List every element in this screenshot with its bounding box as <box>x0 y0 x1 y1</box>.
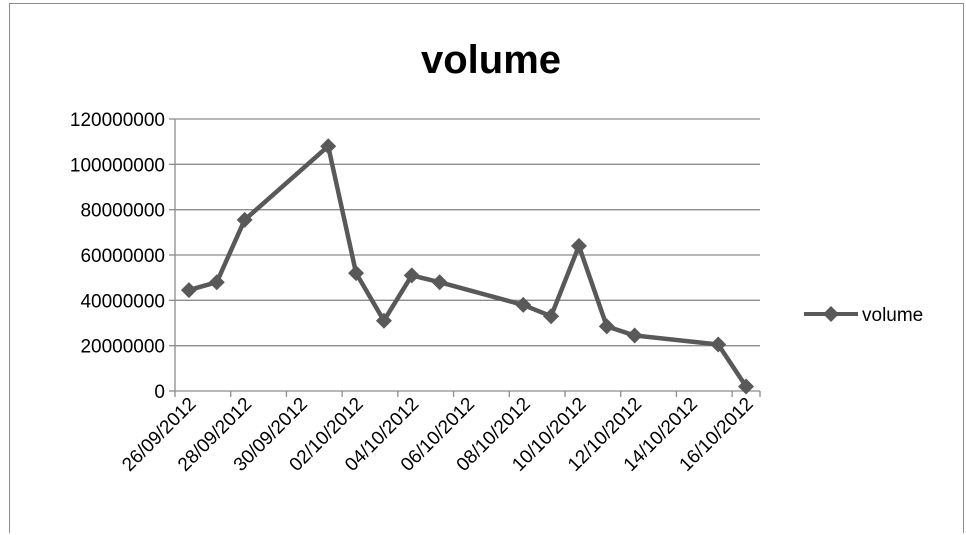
y-tick-labels: 0 20000000 40000000 60000000 80000000 1000000… <box>70 110 165 403</box>
data-point <box>738 378 755 395</box>
data-point <box>236 211 253 228</box>
data-point <box>598 318 615 335</box>
y-tick-label: 20000000 <box>80 337 165 358</box>
y-tick-label: 120000000 <box>70 110 165 131</box>
y-tick-label: 60000000 <box>80 246 165 267</box>
chart-title: volume <box>421 38 561 82</box>
grid-lines <box>169 118 760 392</box>
legend-marker-diamond <box>823 306 839 322</box>
data-point <box>626 327 643 344</box>
data-point <box>208 274 225 291</box>
data-point <box>180 282 197 299</box>
data-point <box>320 138 337 155</box>
series-line-volume <box>188 143 748 388</box>
data-point <box>570 237 587 254</box>
data-point <box>348 265 365 282</box>
legend-label: volume <box>862 305 923 326</box>
data-point <box>710 336 727 353</box>
data-point <box>543 308 560 325</box>
legend: volume <box>804 305 923 326</box>
y-tick-label: 100000000 <box>70 155 165 176</box>
y-tick-label: 40000000 <box>80 291 165 312</box>
axes <box>174 119 761 397</box>
chart-frame <box>9 3 964 533</box>
data-point <box>515 296 532 313</box>
y-tick-label: 0 <box>154 382 165 403</box>
data-point <box>431 274 448 291</box>
data-point <box>403 267 420 284</box>
data-point <box>375 312 392 329</box>
y-tick-label: 80000000 <box>80 201 165 222</box>
series-volume <box>180 138 755 395</box>
x-tick-labels: 26/09/201228/09/201230/09/201202/10/2012… <box>118 394 757 476</box>
